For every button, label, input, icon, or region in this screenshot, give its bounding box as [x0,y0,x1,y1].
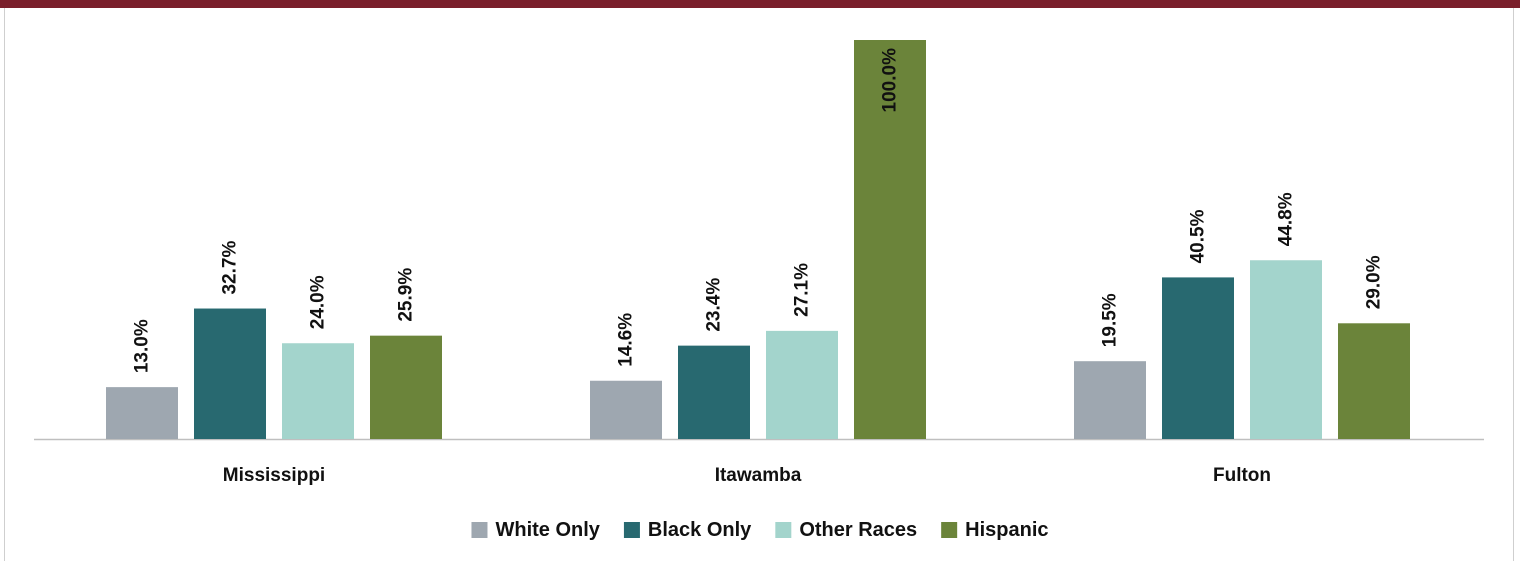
bar-itawamba-black-only [678,345,750,439]
data-label-mississippi-black-only: 32.7% [220,241,241,295]
bar-fulton-other-races [1250,260,1322,439]
bar-itawamba-hispanic [854,40,926,439]
bar-itawamba-white-only [590,380,662,439]
data-label-fulton-white-only: 19.5% [1100,293,1121,347]
category-label-fulton: Fulton [1213,465,1271,486]
category-labels: Mississippi Itawamba Fulton [223,465,1271,486]
data-label-itawamba-other-races: 27.1% [792,263,813,317]
legend-swatch-white-only [471,522,488,538]
legend-swatch-black-only [623,522,640,538]
data-label-itawamba-black-only: 23.4% [704,278,725,332]
data-label-mississippi-white-only: 13.0% [132,319,153,373]
bar-mississippi-hispanic [370,335,442,439]
legend-label-other-races: Other Races [799,519,917,541]
bar-mississippi-black-only [194,308,266,439]
bars-group: 13.0% 32.7% 24.0% 25.9% 14.6% 23.4% 27.1% 100.0… [106,40,1410,439]
chart-frame [4,8,1514,561]
data-label-mississippi-hispanic: 25.9% [396,268,417,322]
legend-label-hispanic: Hispanic [965,519,1048,541]
bar-fulton-black-only [1162,277,1234,439]
legend-swatch-other-races [775,522,792,538]
data-label-mississippi-other-races: 24.0% [308,275,329,329]
bar-mississippi-other-races [282,343,354,439]
data-label-itawamba-hispanic: 100.0% [880,48,901,113]
legend-swatch-hispanic [941,522,958,538]
data-label-fulton-black-only: 40.5% [1188,209,1209,263]
legend-label-black-only: Black Only [648,519,752,541]
category-label-mississippi: Mississippi [223,465,325,486]
category-label-itawamba: Itawamba [715,465,802,486]
data-label-fulton-hispanic: 29.0% [1364,255,1385,309]
bar-fulton-hispanic [1338,323,1410,439]
bar-mississippi-white-only [106,387,178,439]
legend-label-white-only: White Only [495,519,600,541]
bar-itawamba-other-races [766,330,838,439]
data-label-fulton-other-races: 44.8% [1276,192,1297,246]
top-accent-bar [0,0,1520,8]
legend: White Only Black Only Other Races Hispanic [471,519,1049,541]
bar-fulton-white-only [1074,361,1146,439]
data-label-itawamba-white-only: 14.6% [616,313,637,367]
